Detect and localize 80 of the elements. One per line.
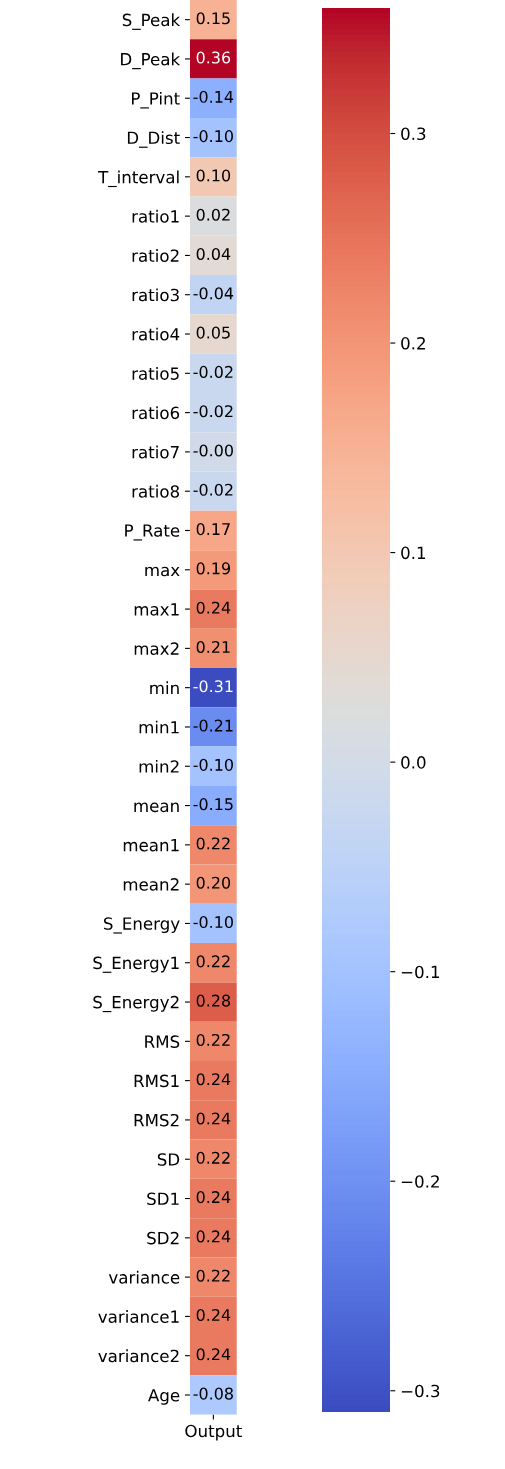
y-tick-label: S_Energy1 xyxy=(93,956,179,973)
data-label: 0.24 xyxy=(196,1348,231,1361)
y-tick-label: RMS2 xyxy=(134,1113,179,1127)
y-tick-label: S_Energy xyxy=(103,917,180,934)
data-label: 0.22 xyxy=(196,955,230,968)
color-bar-label: 0.3 xyxy=(401,127,426,141)
y-tick-label: ratio1 xyxy=(132,209,179,223)
color-bar-label: 0.0 xyxy=(401,756,426,769)
data-label: 0.20 xyxy=(196,876,231,889)
y-tick-label: variance xyxy=(108,1270,180,1284)
y-tick-label: RMS1 xyxy=(134,1074,179,1088)
data-label: -0.10 xyxy=(193,130,233,143)
data-label: -0.14 xyxy=(193,90,234,103)
y-tick-label: S_Peak xyxy=(122,13,181,30)
y-tick-label: variance2 xyxy=(98,1349,179,1363)
data-label: 0.36 xyxy=(196,51,231,64)
data-label: 0.15 xyxy=(196,12,230,25)
y-tick-label: ratio8 xyxy=(132,484,180,498)
data-label: -0.31 xyxy=(193,680,233,693)
data-label: 0.24 xyxy=(196,1112,231,1125)
data-label: 0.22 xyxy=(196,1269,230,1282)
data-label: 0.22 xyxy=(196,1033,230,1046)
data-label: -0.08 xyxy=(193,1387,233,1400)
data-label: 0.24 xyxy=(196,1191,231,1204)
data-label: 0.24 xyxy=(196,1073,231,1086)
data-label: -0.10 xyxy=(193,916,233,929)
y-tick-label: D_Dist xyxy=(127,131,180,148)
data-label: 0.24 xyxy=(196,601,231,614)
y-tick-label: ratio2 xyxy=(132,249,179,262)
y-tick-label: min1 xyxy=(139,720,179,734)
data-label: 0.22 xyxy=(196,1151,230,1164)
y-tick-label: max2 xyxy=(134,642,179,655)
y-tick-label: T_interval xyxy=(98,170,179,188)
y-tick-label: SD2 xyxy=(147,1231,179,1245)
y-tick-label: SD xyxy=(157,1153,180,1166)
y-tick-label: variance1 xyxy=(98,1310,179,1323)
data-label: 0.05 xyxy=(196,326,230,339)
data-label: 0.22 xyxy=(196,837,230,850)
data-label: 0.28 xyxy=(196,994,231,1007)
y-tick-label: max1 xyxy=(134,603,179,616)
color-bar-label: −0.2 xyxy=(401,1175,439,1188)
data-label: 0.02 xyxy=(196,208,230,221)
y-tick-label: mean xyxy=(134,802,179,813)
y-tick-label: SD1 xyxy=(147,1192,179,1206)
y-tick-label: P_Rate xyxy=(125,524,180,541)
data-label: 0.17 xyxy=(196,523,230,536)
data-label: -0.02 xyxy=(193,365,233,378)
data-label: -0.21 xyxy=(193,719,233,732)
x-tick-label: Output xyxy=(185,1424,242,1441)
data-label: -0.04 xyxy=(193,287,234,300)
data-label: -0.00 xyxy=(193,444,233,457)
y-tick-label: Age xyxy=(148,1389,180,1405)
data-label: 0.19 xyxy=(196,562,231,575)
color-bar-label: 0.2 xyxy=(401,337,425,350)
data-label: 0.24 xyxy=(196,1308,231,1322)
data-label: 0.21 xyxy=(196,640,230,654)
y-tick-label: min2 xyxy=(139,759,179,773)
y-tick-label: ratio4 xyxy=(132,327,180,341)
y-tick-label: RMS xyxy=(145,1035,180,1048)
y-tick-label: mean1 xyxy=(123,839,179,852)
data-label: 0.10 xyxy=(196,169,231,182)
data-label: -0.02 xyxy=(193,405,233,418)
data-label: -0.15 xyxy=(193,798,233,811)
y-tick-label: S_Energy2 xyxy=(93,995,179,1013)
y-tick-label: min xyxy=(150,681,179,695)
y-tick-label: max xyxy=(145,566,180,577)
data-label: 0.24 xyxy=(196,1230,231,1243)
y-tick-label: mean2 xyxy=(123,878,179,891)
y-tick-label: ratio6 xyxy=(132,406,180,420)
y-tick-label: P_Pint xyxy=(132,91,180,109)
data-label: -0.10 xyxy=(193,758,233,771)
color-bar-label: 0.1 xyxy=(401,546,426,560)
y-tick-label: D_Peak xyxy=(121,52,181,70)
y-tick-label: ratio3 xyxy=(132,288,179,302)
color-bar-label: −0.3 xyxy=(401,1384,440,1398)
data-label: -0.02 xyxy=(193,483,233,496)
y-tick-label: ratio7 xyxy=(132,445,179,459)
data-label: 0.04 xyxy=(196,247,231,261)
color-bar-label: −0.1 xyxy=(401,965,440,979)
y-tick-label: ratio5 xyxy=(132,366,179,380)
